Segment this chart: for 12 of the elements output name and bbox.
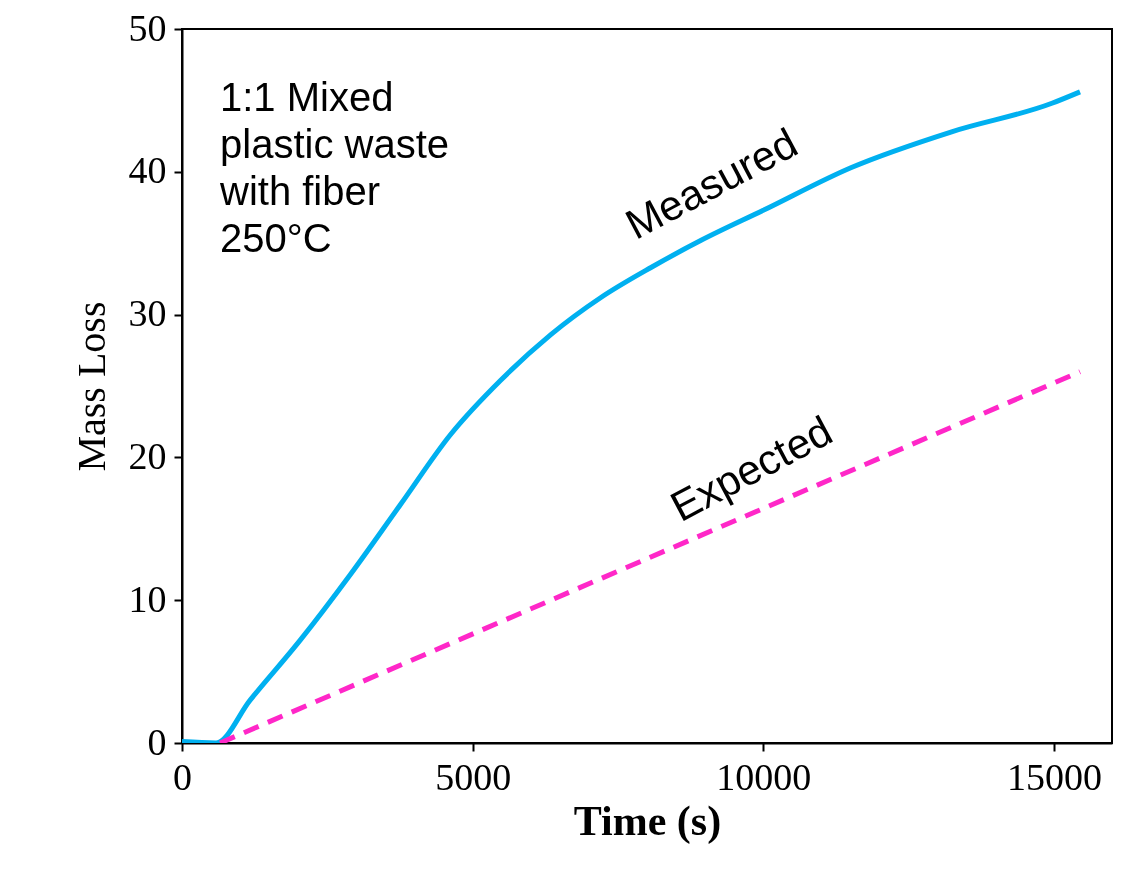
y-tick-label: 0 [147,720,167,763]
y-tick-label: 10 [128,577,167,620]
x-axis-title: Time (s) [573,797,722,845]
y-tick-label: 30 [128,292,167,335]
y-tick-label: 20 [128,434,167,477]
x-tick-label: 5000 [435,755,512,798]
x-tick-label: 15000 [1006,755,1102,798]
y-axis-title: Mass Loss [68,301,114,472]
annotation: 1:1 Mixed plastic waste with fiber 250°C [219,75,449,260]
x-tick-label: 10000 [716,755,812,798]
y-tick-label: 50 [128,6,167,49]
y-tick-label: 40 [128,149,167,192]
